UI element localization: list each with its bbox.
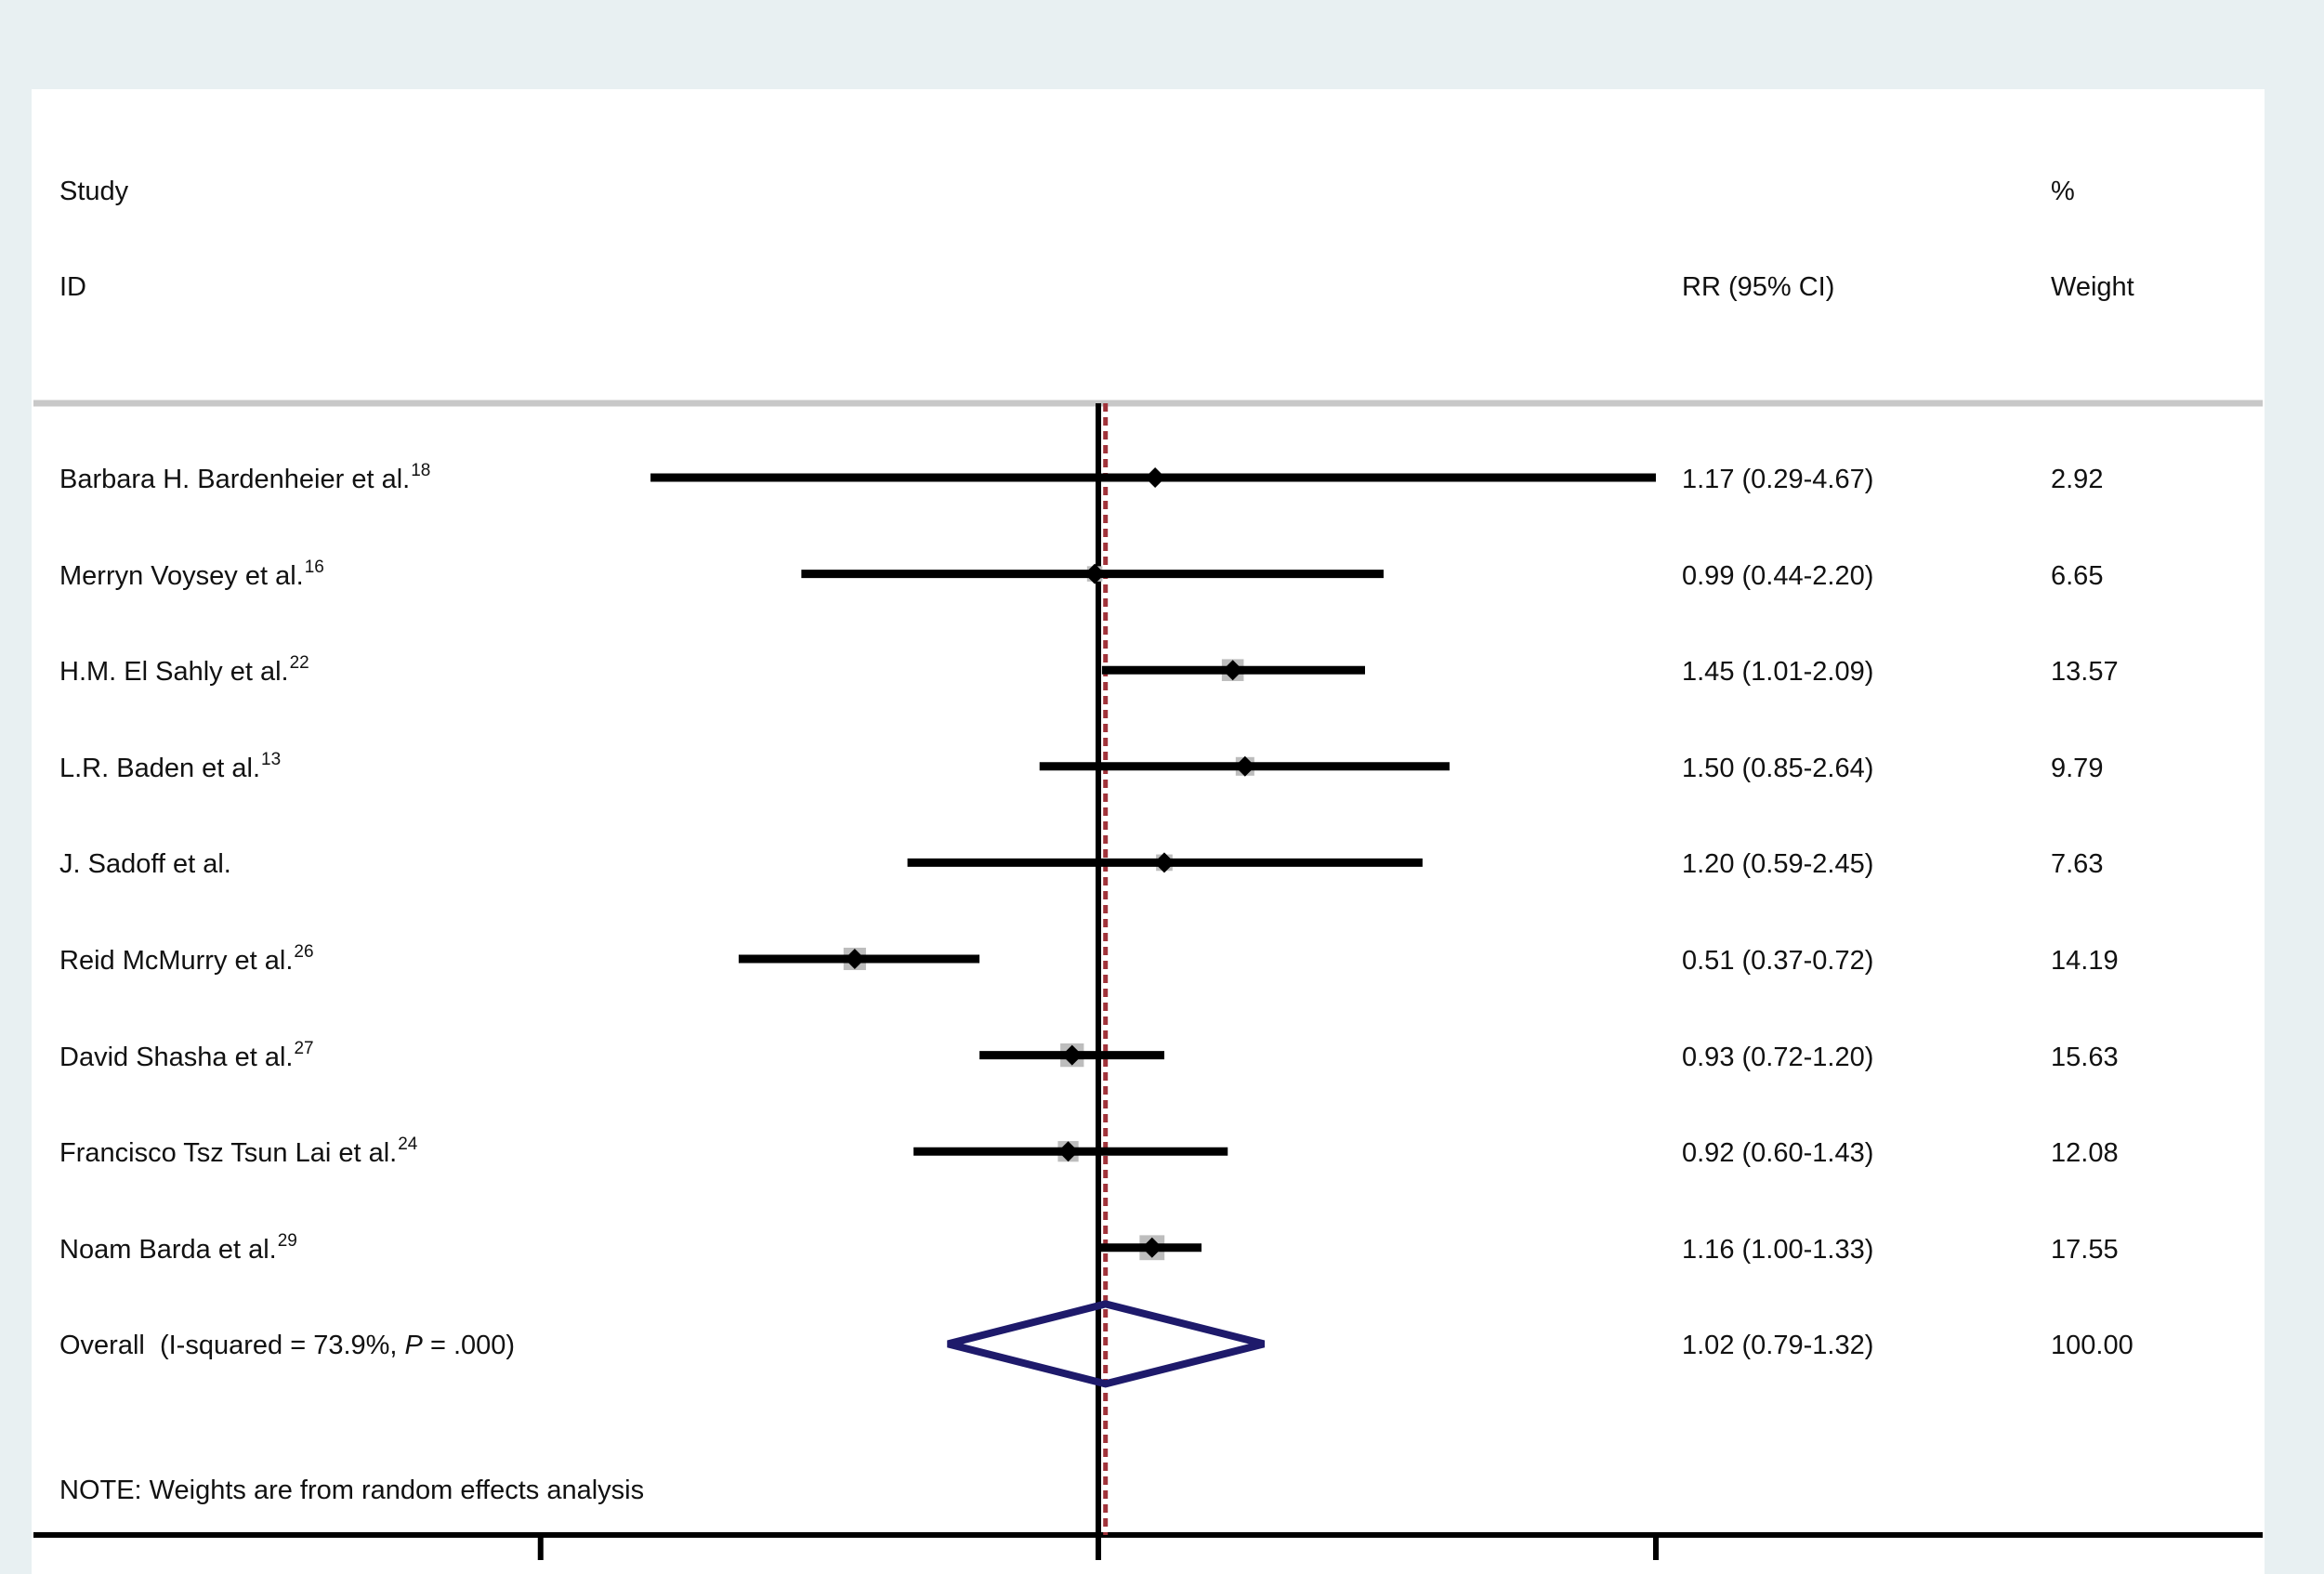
study-name: Francisco Tsz Tsun Lai et al. <box>59 1138 398 1169</box>
rr-value: 0.51 (0.37-0.72) <box>1682 946 1874 976</box>
weight-value: 13.57 <box>2051 657 2119 688</box>
point-estimate <box>1061 1044 1083 1066</box>
study-name: H.M. El Sahly et al. <box>59 657 289 688</box>
reference-number: 13 <box>261 749 282 769</box>
overall-weight-value: 100.00 <box>2051 1331 2134 1361</box>
weight-value: 12.08 <box>2051 1138 2119 1169</box>
weight-value: 9.79 <box>2051 753 2104 783</box>
rr-value: 1.16 (1.00-1.33) <box>1682 1234 1874 1265</box>
point-estimate <box>1057 1141 1079 1162</box>
study-name: L.R. Baden et al. <box>59 753 261 783</box>
point-estimate <box>1234 755 1255 777</box>
study-name: J. Sadoff et al. <box>59 849 231 880</box>
rr-value: 1.50 (0.85-2.64) <box>1682 753 1874 783</box>
rr-value: 1.20 (0.59-2.45) <box>1682 849 1874 880</box>
point-estimate <box>844 949 865 969</box>
weight-value: 14.19 <box>2051 946 2119 976</box>
study-name: Merryn Voysey et al. <box>59 560 304 591</box>
overall-diamond <box>947 1300 1266 1388</box>
study-label: David Shasha et al.27 <box>59 1040 314 1072</box>
reference-number: 22 <box>289 653 309 674</box>
study-name: Barbara H. Bardenheier et al. <box>59 465 411 494</box>
point-estimate <box>1153 852 1175 873</box>
rr-value: 0.99 (0.44-2.20) <box>1682 560 1874 591</box>
reference-number: 16 <box>304 557 324 577</box>
study-label: Noam Barda et al.29 <box>59 1232 297 1265</box>
point-estimate <box>1141 1237 1162 1258</box>
header-id: ID <box>59 272 86 302</box>
study-label: L.R. Baden et al.13 <box>59 751 281 783</box>
overall-label: Overall (I-squared = 73.9%, P = .000) <box>59 1332 515 1359</box>
overall-p-symbol: P <box>404 1331 423 1361</box>
rr-value: 1.17 (0.29-4.67) <box>1682 465 1874 494</box>
study-label: J. Sadoff et al. <box>59 851 231 878</box>
rr-value: 0.92 (0.60-1.43) <box>1682 1138 1874 1169</box>
study-name: Noam Barda et al. <box>59 1234 277 1265</box>
reference-number: 27 <box>294 1038 314 1058</box>
rr-value: 1.45 (1.01-2.09) <box>1682 657 1874 688</box>
study-label: Barbara H. Bardenheier et al.18 <box>59 462 430 494</box>
reference-number: 18 <box>411 461 431 480</box>
weight-value: 17.55 <box>2051 1234 2119 1265</box>
overall-label-suffix: = .000) <box>422 1331 516 1361</box>
weight-value: 15.63 <box>2051 1042 2119 1072</box>
overall-rr-value: 1.02 (0.79-1.32) <box>1682 1331 1874 1361</box>
header-study: Study <box>59 177 129 206</box>
study-label: H.M. El Sahly et al.22 <box>59 654 309 688</box>
reference-number: 26 <box>294 942 314 962</box>
header-rr: RR (95% CI) <box>1682 272 1835 302</box>
reference-number: 24 <box>398 1135 418 1155</box>
overall-label-prefix: Overall (I-squared = 73.9%, <box>59 1331 405 1361</box>
plot-panel <box>32 89 2265 1574</box>
point-estimate <box>1084 563 1106 584</box>
weight-value: 7.63 <box>2051 849 2104 880</box>
study-name: David Shasha et al. <box>59 1042 294 1072</box>
rr-value: 0.93 (0.72-1.20) <box>1682 1042 1874 1072</box>
weight-value: 6.65 <box>2051 560 2104 591</box>
header-percent: % <box>2051 177 2075 206</box>
footnote: NOTE: Weights are from random effects an… <box>59 1476 645 1505</box>
study-name: Reid McMurry et al. <box>59 946 294 976</box>
point-estimate <box>1222 660 1243 681</box>
study-label: Merryn Voysey et al.16 <box>59 558 324 591</box>
study-label: Francisco Tsz Tsun Lai et al.24 <box>59 1135 417 1169</box>
study-label: Reid McMurry et al.26 <box>59 943 314 976</box>
weight-value: 2.92 <box>2051 465 2104 494</box>
header-weight: Weight <box>2051 272 2134 302</box>
reference-number: 29 <box>277 1230 297 1251</box>
point-estimate <box>1145 467 1166 488</box>
